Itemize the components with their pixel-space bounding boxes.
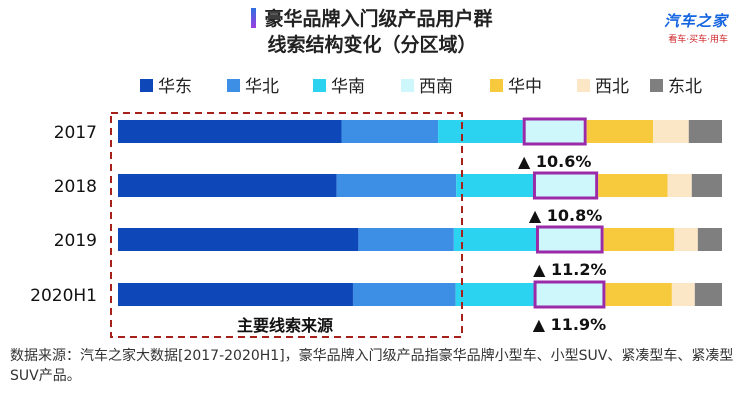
title-line-1: 豪华品牌入门级产品用户群 [264,8,493,30]
bar-segment-1-2 [456,174,533,197]
legend-label-2: 华南 [331,77,365,97]
legend-swatch-2 [313,79,326,92]
logo-sub-text: 看车·买车·用车 [668,35,728,45]
chart-title: 豪华品牌入门级产品用户群 线索结构变化（分区域） [0,6,744,58]
bar-segment-3-5 [671,283,695,306]
legend-label-3: 西南 [419,77,453,97]
legend-swatch-5 [577,79,590,92]
bar-segment-1-1 [336,174,457,197]
bar-segment-3-4 [605,283,672,306]
bar-segment-3-2 [455,283,534,306]
category-label-2: 2019 [54,231,97,251]
bar-segment-3-0 [118,283,353,306]
bar-segment-1-3 [532,171,599,200]
bar-segment-3-1 [352,283,456,306]
data-label-1: ▲ 10.8% [529,206,602,225]
bar-segment-3-6 [694,283,722,306]
data-label-3: ▲ 11.9% [533,315,606,334]
legend-label-1: 华北 [245,77,279,97]
title-line-2: 线索结构变化（分区域） [267,34,477,56]
title-accent-bar [251,8,257,28]
bar-segment-2-1 [358,228,454,251]
bar-segment-1-4 [598,174,668,197]
bar-segment-0-3 [522,117,587,146]
bar-segment-1-5 [667,174,692,197]
logo-main-text: 汽车之家 [663,12,728,30]
bar-segment-0-1 [341,120,439,143]
category-label-3: 2020H1 [30,286,97,306]
legend-swatch-4 [490,79,503,92]
category-label-0: 2017 [54,123,97,143]
legend-label-0: 华东 [158,77,192,97]
source-note: 数据来源：汽车之家大数据[2017-2020H1]，豪华品牌入门级产品指豪华品牌… [10,348,734,384]
bar-segment-2-0 [118,228,359,251]
stacked-bar-chart: 华东 华北 华南 西南 华中 西北 东北 2017 ▲ 10.6% 2018 ▲ 10.8% 2019… [30,77,722,338]
main-source-label: 主要线索来源 [237,316,333,335]
bar-segment-2-4 [603,228,675,251]
legend-swatch-1 [227,79,240,92]
legend-swatch-6 [650,79,663,92]
bar-segment-2-2 [453,228,536,251]
legend-label-5: 西北 [595,77,629,97]
bar-segment-1-6 [691,174,722,197]
brand-logo: 汽车之家 看车·买车·用车 [664,10,728,45]
legend-label-4: 华中 [508,77,542,97]
legend-swatch-3 [401,79,414,92]
data-label-0: ▲ 10.6% [518,152,591,171]
category-label-1: 2018 [54,177,97,197]
bar-segment-2-5 [674,228,698,251]
bar-segment-3-3 [533,280,606,309]
bar-segment-2-3 [535,225,604,254]
legend-label-6: 东北 [668,77,702,97]
bar-segment-2-6 [697,228,722,251]
bar-segment-0-4 [586,120,654,143]
bar-segment-0-0 [118,120,342,143]
legend-swatch-0 [140,79,153,92]
bar-segment-0-5 [653,120,689,143]
bar-segment-1-0 [118,174,337,197]
bar-segment-0-2 [438,120,523,143]
main-source-dashed-box [110,112,463,338]
data-label-2: ▲ 11.2% [533,260,606,279]
bar-segment-0-6 [688,120,722,143]
